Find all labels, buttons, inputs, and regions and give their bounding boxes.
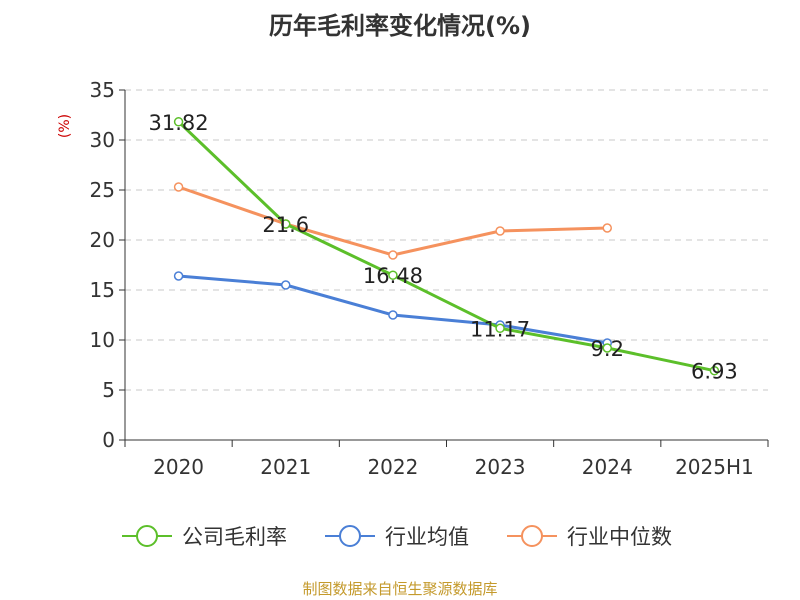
y-tick-label: 5 [102,378,115,402]
x-tick-label: 2022 [367,455,418,479]
data-label: 21.6 [262,213,309,237]
y-tick-label: 20 [90,228,115,252]
data-point [495,226,505,236]
x-tick-label: 2020 [153,455,204,479]
axes: 0 5 10 15 20 25 30 35 2020 2021 2022 2023 2024 2025H1 [90,78,769,479]
data-point [173,182,184,192]
data-point [388,250,398,260]
data-point [173,271,184,281]
legend-label: 行业均值 [385,525,469,549]
x-tick-label: 2025H1 [675,455,754,479]
gridlines [125,89,768,391]
series-line-0 [177,120,715,373]
x-tick-label: 2024 [582,455,633,479]
y-axis-unit-label: (%) [57,114,73,138]
data-point [495,323,505,334]
legend-marker [136,525,158,547]
data-labels: 31.82 21.6 16.48 11.17 9.2 6.93 [149,111,738,384]
series-line-2 [178,185,608,257]
series-lines [173,117,720,376]
y-tick-label: 0 [102,428,115,452]
legend-label: 公司毛利率 [182,525,287,549]
y-tick-label: 15 [90,278,115,302]
legend: 公司毛利率 行业均值 行业中位数 [122,525,672,549]
data-label: 16.48 [363,264,423,288]
x-tick-label: 2021 [260,455,311,479]
chart-title: 历年毛利率变化情况(%) [269,12,531,40]
y-tick-label: 25 [90,178,115,202]
data-label: 6.93 [691,360,738,384]
legend-label: 行业中位数 [567,525,672,549]
data-label: 9.2 [591,337,624,361]
data-point [388,310,398,320]
y-tick-label: 35 [90,78,115,102]
data-label: 11.17 [470,317,530,341]
data-source-note: 制图数据来自恒生聚源数据库 [302,580,497,598]
data-point [173,117,184,127]
data-point [388,270,398,280]
data-point [602,223,612,233]
legend-marker [339,525,361,547]
data-point [709,365,720,376]
data-point [281,219,291,229]
data-point [281,280,291,290]
data-label: 31.82 [149,111,209,135]
legend-marker [521,525,543,547]
data-point [602,343,612,353]
x-tick-label: 2023 [475,455,526,479]
y-tick-label: 30 [90,128,115,152]
y-tick-label: 10 [90,328,115,352]
